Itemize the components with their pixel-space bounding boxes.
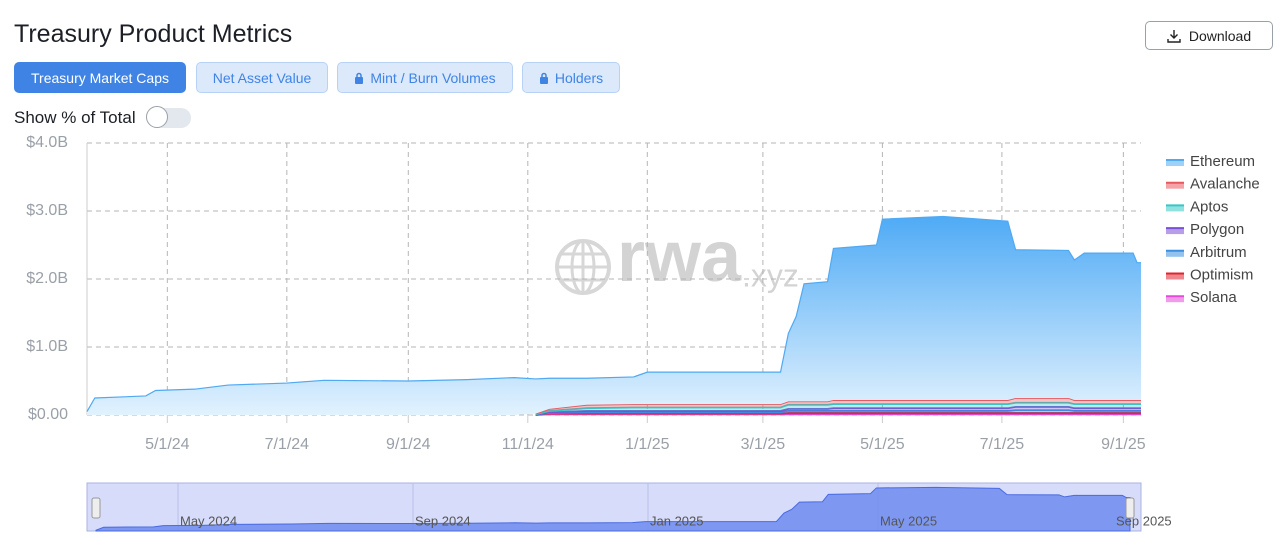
navigator-label: Jan 2025 (650, 513, 704, 528)
legend-swatch (1166, 273, 1184, 280)
navigator-handle[interactable] (91, 497, 101, 519)
x-tick-label: 9/1/24 (386, 436, 431, 453)
tab[interactable]: Net Asset Value (196, 62, 328, 93)
x-tick-label: 5/1/24 (145, 436, 190, 453)
legend-swatch (1166, 250, 1184, 257)
chart: $0.00 $1.0B $2.0B $3.0B $4.0B 5/1/24 7/1/24 9/1… (26, 134, 1260, 532)
toggle-knob (146, 106, 168, 128)
tab-label: Net Asset Value (212, 69, 312, 86)
legend-swatch (1166, 160, 1184, 166)
line (535, 412, 1141, 416)
page-title: Treasury Product Metrics (14, 20, 293, 48)
toggle-label: Show % of Total (14, 108, 136, 127)
legend-label: Arbitrum (1190, 244, 1247, 261)
download-label: Download (1188, 27, 1252, 44)
legend-item[interactable]: Polygon (1166, 221, 1244, 238)
area (535, 398, 1141, 415)
line (86, 215, 1141, 412)
plot (86, 215, 1141, 416)
legend-label: Avalanche (1190, 176, 1260, 193)
line (535, 405, 1141, 416)
lock-icon (355, 72, 364, 84)
x-tick-label: 11/1/24 (502, 436, 554, 453)
y-tick-label: $2.0B (26, 270, 68, 287)
legend-label: Optimism (1190, 266, 1253, 283)
watermark: rwa .xyz (555, 217, 799, 297)
navigator-area (95, 486, 1131, 532)
navigator-series (95, 486, 1131, 532)
navigator-label: Sep 2024 (415, 513, 471, 528)
legend-swatch (1166, 296, 1184, 303)
x-tick-label: 5/1/25 (860, 436, 905, 453)
legend-item[interactable]: Solana (1166, 289, 1237, 306)
navigator-label: May 2025 (880, 513, 937, 528)
tab-label: Mint / Burn Volumes (370, 69, 496, 86)
x-tick-label: 9/1/25 (1101, 436, 1146, 453)
legend-item[interactable]: Aptos (1166, 198, 1228, 215)
tab[interactable]: Treasury Market Caps (14, 62, 186, 93)
y-tick-label: $3.0B (26, 202, 68, 219)
tab[interactable]: Holders (522, 62, 620, 93)
x-tick-label: 1/1/25 (625, 436, 670, 453)
line (535, 409, 1141, 416)
legend-item[interactable]: Optimism (1166, 266, 1253, 283)
tab-label: Holders (554, 69, 604, 86)
legend-label: Solana (1190, 289, 1237, 306)
legend-label: Aptos (1190, 198, 1228, 215)
legend-label: Polygon (1190, 221, 1244, 238)
legend-swatch (1166, 182, 1184, 189)
tab-label: Treasury Market Caps (31, 69, 169, 86)
line (535, 401, 1141, 416)
watermark-text: .xyz (742, 257, 799, 293)
x-tick-label: 3/1/25 (741, 436, 786, 453)
x-tick-label: 7/1/25 (980, 436, 1025, 453)
legend-item[interactable]: Avalanche (1166, 176, 1260, 193)
y-tick-label: $0.00 (28, 406, 68, 423)
watermark-text: rwa (617, 217, 742, 297)
legend-label: Ethereum (1190, 153, 1255, 170)
lock-icon (539, 72, 548, 84)
y-tick-label: $4.0B (26, 134, 68, 151)
navigator-label: Sep 2025 (1116, 513, 1172, 528)
navigator-label: May 2024 (180, 513, 237, 528)
legend-swatch (1166, 205, 1184, 212)
legend-item[interactable]: Ethereum (1166, 153, 1255, 170)
tab[interactable]: Mint / Burn Volumes (337, 62, 513, 93)
download-button[interactable]: Download (1145, 21, 1273, 50)
x-tick-label: 7/1/24 (265, 436, 310, 453)
download-icon (1167, 29, 1181, 43)
y-tick-label: $1.0B (26, 338, 68, 355)
area (535, 402, 1141, 415)
legend-item[interactable]: Arbitrum (1166, 244, 1247, 261)
navigator-handle[interactable] (1125, 497, 1135, 519)
area (87, 216, 1141, 415)
toggle-switch[interactable] (146, 106, 191, 128)
legend-swatch (1166, 228, 1184, 235)
